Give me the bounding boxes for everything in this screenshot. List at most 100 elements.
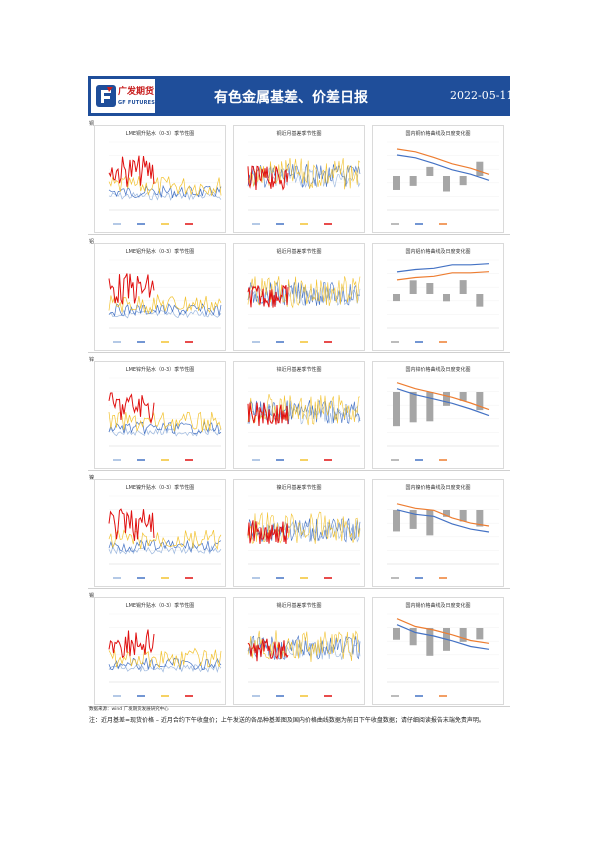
spread-chart [247,495,361,579]
lme-chart [108,613,222,697]
series-2022-line [108,155,155,187]
lme-chart-panel: LME锌升贴水（0-3）季节性图 [94,361,226,469]
report-header: 广发期货 GF FUTURES 有色金属基差、价差日报 2022-05-11 [88,76,513,116]
chart-title: 铜近月基差季节性图 [276,131,322,137]
daily-change-bar [426,166,434,176]
series-2021-line [108,529,222,551]
daily-change-bar [459,280,467,294]
daily-change-bar [426,392,434,422]
series-2019-line [247,639,361,660]
chart-grid: 铜 LME铜升贴水（0-3）季节性图 铜近月基差季节性图 国内铜价格曲线及日度变化图铝… [88,118,510,708]
chart-title: 铝近月基差季节性图 [276,249,322,255]
spread-chart [247,613,361,697]
series-2021-line [247,394,361,426]
curve-today-line [396,624,490,650]
daily-change-bar [443,176,450,192]
daily-change-bar [459,392,467,401]
chart-title: LME铝升贴水（0-3）季节性图 [125,249,195,255]
spread-chart-panel: 铜近月基差季节性图 [233,125,365,233]
curve-today-line [396,509,490,533]
series-2021-line [247,630,361,663]
chart-title: 国内锡价格曲线及日度变化图 [405,603,471,609]
daily-change-bar [443,392,450,406]
spread-chart [247,141,361,225]
lme-chart-panel: LME铝升贴水（0-3）季节性图 [94,243,226,351]
spread-chart-panel: 镍近月基差季节性图 [233,479,365,587]
chart-title: LME铜升贴水（0-3）季节性图 [125,131,195,137]
daily-change-bar [443,510,450,517]
daily-change-bar [476,510,484,527]
series-2022-line [247,402,289,427]
chart-title: LME锌升贴水（0-3）季节性图 [125,367,195,373]
lme-chart [108,495,222,579]
daily-change-bar [393,628,400,640]
daily-change-bar [393,294,400,302]
logo-text-cn: 广发期货 [118,87,155,97]
chart-title: 锌近月基差季节性图 [276,367,322,373]
metal-section: 锌 LME锌升贴水（0-3）季节性图 锌近月基差季节性图 国内锌价格曲线及日度变化图 [88,354,510,471]
daily-change-bar [393,392,400,427]
section-label: 铝 [89,239,95,245]
metal-section: 锡 LME锡升贴水（0-3）季节性图 锡近月基差季节性图 国内锡价格曲线及日度变化图 [88,590,510,707]
series-2022-line [247,520,289,545]
curve-chart [387,259,499,343]
series-2022-line [247,284,289,308]
logo-text-en: GF FUTURES [118,100,156,106]
series-2022-line [247,638,289,662]
spread-chart [247,259,361,343]
series-2021-line [247,276,361,309]
series-2022-line [108,392,155,425]
curve-previous-line [396,382,490,411]
curve-previous-line [396,618,490,644]
footnote: 注：近月基差=现货价格 – 近月合约下午收盘价；上午发送的各品种基差图及国内价格… [89,717,485,724]
series-2021-line [247,511,361,544]
chart-title: 国内铜价格曲线及日度变化图 [405,131,471,137]
chart-title: 国内铝价格曲线及日度变化图 [405,249,471,255]
series-2020-line [108,657,222,671]
curve-chart [387,495,499,579]
daily-change-bar [459,176,467,186]
daily-change-bar [409,392,417,423]
daily-change-bar [476,161,484,176]
daily-change-bar [409,280,417,294]
daily-change-bar [409,176,417,186]
curve-today-line [396,263,490,273]
daily-change-bar [476,294,484,307]
chart-title: 国内镍价格曲线及日度变化图 [405,485,471,491]
series-2022-line [108,508,155,541]
gf-logo-icon [96,85,116,107]
curve-chart [387,613,499,697]
daily-change-bar [443,294,450,302]
report-title: 有色金属基差、价差日报 [214,90,368,106]
chart-title: 国内锌价格曲线及日度变化图 [405,367,471,373]
lme-chart-panel: LME锡升贴水（0-3）季节性图 [94,597,226,705]
chart-title: 锡近月基差季节性图 [276,603,322,609]
daily-change-bar [426,283,434,294]
series-2022-line [247,165,289,191]
daily-change-bar [459,628,467,642]
curve-previous-line [396,271,490,281]
spread-chart [247,377,361,461]
daily-change-bar [409,510,417,529]
spread-chart-panel: 锡近月基差季节性图 [233,597,365,705]
company-logo: 广发期货 GF FUTURES [91,79,155,113]
section-label: 铜 [89,121,95,127]
daily-change-bar [426,510,434,536]
curve-previous-line [396,148,490,175]
lme-chart-panel: LME铜升贴水（0-3）季节性图 [94,125,226,233]
metal-section: 铜 LME铜升贴水（0-3）季节性图 铜近月基差季节性图 国内铜价格曲线及日度变化图 [88,118,510,235]
curve-chart-panel: 国内锡价格曲线及日度变化图 [372,597,504,705]
curve-today-line [396,154,490,181]
section-label: 镍 [89,475,95,481]
curve-today-line [396,388,490,417]
series-2020-line [108,539,222,553]
daily-change-bar [476,628,484,640]
daily-change-bar [476,392,484,411]
metal-section: 铝 LME铝升贴水（0-3）季节性图 铝近月基差季节性图 国内铝价格曲线及日度变化图 [88,236,510,353]
series-2020-line [247,634,361,660]
series-2020-line [247,163,361,189]
curve-chart-panel: 国内铜价格曲线及日度变化图 [372,125,504,233]
series-2021-line [108,411,222,433]
curve-chart [387,141,499,225]
daily-change-bar [393,176,400,190]
